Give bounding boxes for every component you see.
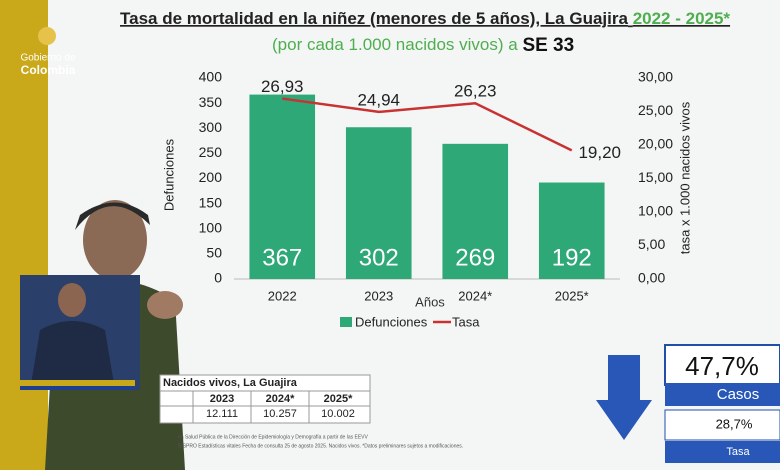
table-cell: 12.111 — [206, 408, 238, 420]
person-head — [83, 200, 147, 280]
line — [282, 97, 573, 152]
table-header: 2023 — [210, 393, 234, 405]
source-note: SISPRO Estadísticas vitales Fecha de con… — [178, 443, 463, 449]
table-header: 2025* — [324, 393, 353, 405]
source-note: en Salud Pública de la Dirección de Epid… — [178, 434, 368, 440]
x-axis-label: Años — [415, 294, 445, 309]
y-tick-label: 100 — [199, 219, 223, 235]
tasa-band — [665, 441, 780, 463]
person-hair — [75, 202, 150, 230]
indicator-box — [664, 344, 780, 386]
table-header: 2024* — [266, 393, 295, 405]
line-value-label: 26,93 — [261, 77, 304, 96]
casos-band — [665, 383, 780, 406]
interpreter-body — [30, 321, 115, 390]
tasa-value: 28,7% — [716, 416, 753, 431]
logo-emblem — [38, 27, 56, 45]
casos-label: Casos — [717, 386, 760, 403]
title-years: 2022 - 2025* — [633, 9, 731, 28]
y2-tick-label: 15,00 — [638, 169, 673, 185]
table-cell: 10.257 — [263, 408, 297, 420]
table-cell: 10.002 — [321, 408, 355, 420]
table: Nacidos vivos, La Guajira 2023 12.111 2024… — [159, 374, 371, 424]
presenters — [20, 200, 185, 470]
bar-value-label: 302 — [359, 244, 399, 271]
subtitle-week: SE 33 — [522, 35, 574, 56]
logo-text: Colombia — [21, 63, 76, 77]
y2-tick-label: 30,00 — [638, 69, 673, 85]
chart-subtitle: (por cada 1.000 nacidos vivos) a SE 33 — [272, 35, 574, 56]
flag-stripe — [20, 386, 135, 390]
down-arrow — [596, 355, 652, 440]
y2-tick-label: 10,00 — [638, 203, 673, 219]
side-strip — [0, 0, 48, 470]
line-value-label: 19,20 — [578, 143, 621, 162]
y-tick-label: 400 — [199, 69, 223, 85]
x-tick-label: 2024* — [458, 288, 492, 303]
y-tick-label: 300 — [199, 119, 223, 135]
interpreter-head — [58, 283, 86, 317]
bar-value-label: 192 — [552, 244, 592, 271]
plot: 0 50 100 150 200 250 300 350 400 0,00 5,00 10,00 15,… — [199, 69, 674, 330]
x-tick-label: 2025* — [555, 288, 589, 303]
legend-label: Tasa — [452, 314, 480, 329]
subtitle-text: (por cada 1.000 nacidos vivos) a — [272, 35, 518, 54]
title-text: Tasa de mortalidad en la niñez (menores … — [120, 9, 628, 28]
tasa-label: Tasa — [726, 446, 750, 458]
y-tick-label: 250 — [199, 144, 223, 160]
legend-label: Defunciones — [355, 314, 428, 329]
y2-tick-label: 25,00 — [638, 102, 673, 118]
table-title: Nacidos vivos, La Guajira — [163, 377, 298, 389]
x-tick-label: 2022 — [268, 288, 297, 303]
line-value-label: 24,94 — [357, 90, 400, 109]
y-tick-label: 150 — [199, 194, 223, 210]
y-axis-label: Defunciones — [161, 138, 176, 211]
casos-value: 47,7% — [685, 351, 759, 381]
bar-value-label: 367 — [262, 244, 302, 271]
y-tick-label: 50 — [206, 245, 222, 261]
y2-tick-label: 0,00 — [638, 270, 665, 286]
y-tick-label: 0 — [214, 270, 222, 286]
y2-tick-label: 20,00 — [638, 136, 673, 152]
legend-swatch — [340, 317, 352, 327]
bar — [345, 127, 412, 280]
person-hand — [147, 291, 183, 319]
y2-axis-label: tasa x 1.000 nacidos vivos — [677, 101, 692, 254]
y-tick-label: 200 — [199, 169, 223, 185]
logo-text: Gobierno de — [20, 53, 75, 64]
bar — [538, 182, 605, 279]
table-frame — [159, 374, 371, 424]
line-value-label: 26,23 — [454, 82, 497, 101]
chart-title: Tasa de mortalidad en la niñez (menores … — [120, 9, 730, 28]
x-tick-label: 2023 — [364, 288, 393, 303]
bar — [249, 94, 316, 280]
bar — [442, 143, 509, 279]
y2-tick-label: 5,00 — [638, 236, 665, 252]
y-tick-label: 350 — [199, 94, 223, 110]
bar-value-label: 269 — [455, 244, 495, 271]
tasa-box — [664, 409, 780, 441]
flag-stripe — [20, 380, 135, 386]
